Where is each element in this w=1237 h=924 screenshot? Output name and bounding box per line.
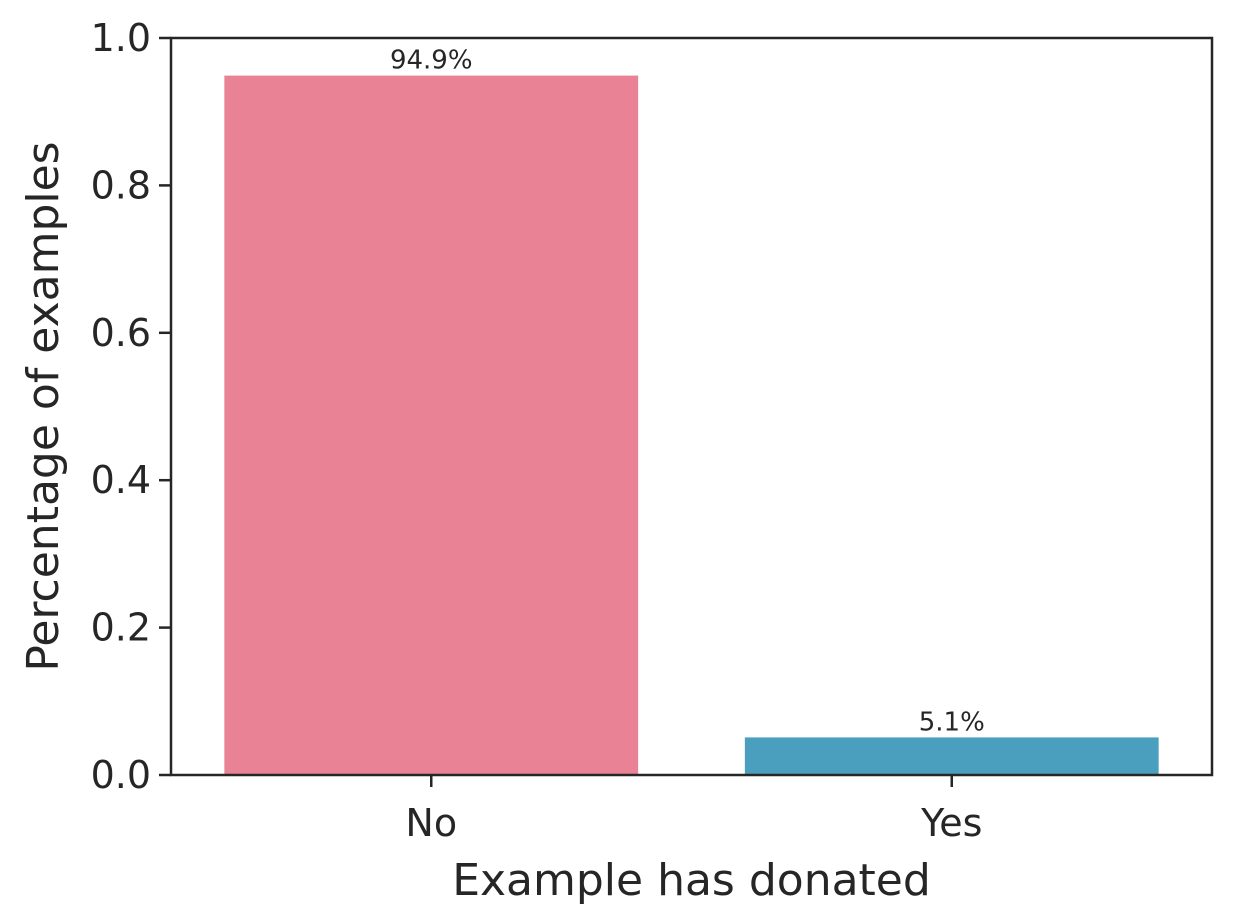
data-label-yes: 5.1% [919,707,985,737]
y-axis-label: Percentage of examples [18,141,69,671]
x-tick-label-yes: Yes [920,801,982,845]
bar-yes [744,737,1159,775]
bar-no [224,75,639,776]
y-tick-label-5: 1.0 [91,16,151,60]
y-tick-label-2: 0.4 [91,458,151,502]
data-labels-layer: 94.9% 5.1% [390,46,985,738]
data-label-no: 94.9% [390,46,473,76]
x-axis: No Yes [405,775,982,845]
x-axis-label: Example has donated [452,855,931,906]
y-tick-label-3: 0.6 [91,311,151,355]
x-tick-label-no: No [405,801,457,845]
y-axis: 0.0 0.2 0.4 0.6 0.8 1.0 [91,16,171,797]
y-tick-label-4: 0.8 [91,163,151,207]
y-tick-label-0: 0.0 [91,753,151,797]
bars-layer [224,75,1159,776]
y-tick-label-1: 0.2 [91,606,151,650]
plot-frame [169,36,1214,777]
